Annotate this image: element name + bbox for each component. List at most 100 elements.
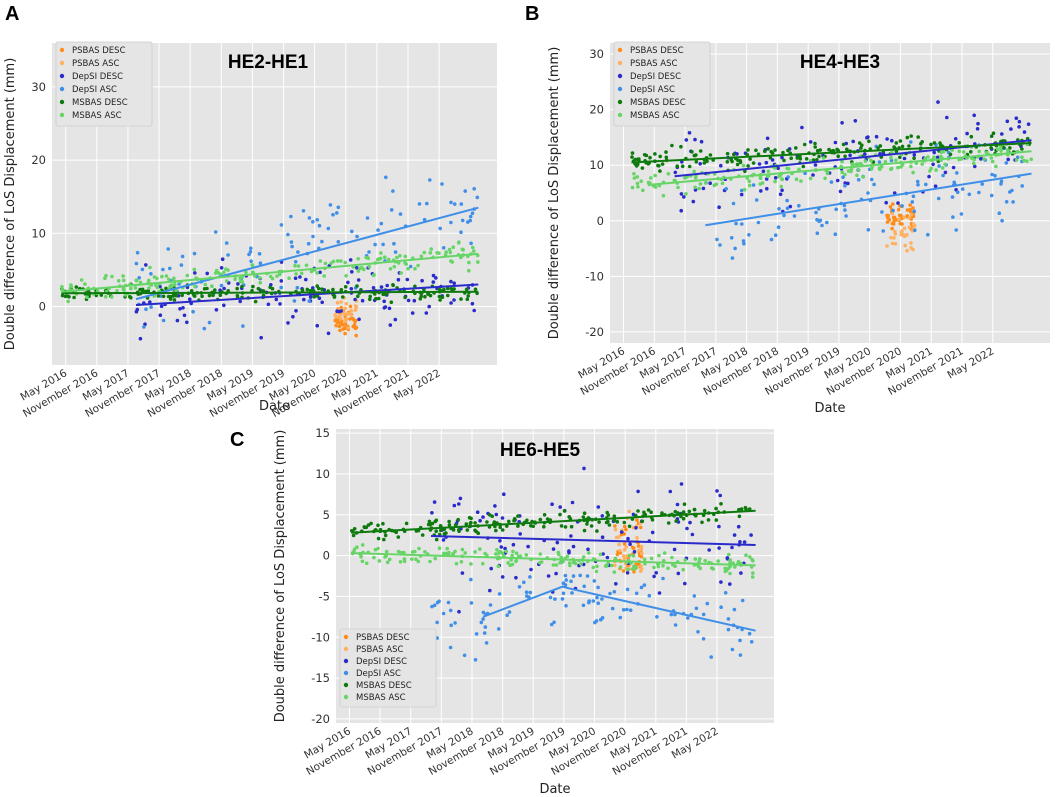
data-point [392, 264, 397, 269]
data-point [888, 205, 893, 209]
data-point [840, 121, 844, 125]
data-point [359, 554, 363, 559]
data-point [293, 260, 298, 264]
data-point [939, 143, 943, 147]
data-point [640, 166, 645, 170]
data-point [765, 136, 770, 141]
data-point [893, 232, 898, 236]
data-point [635, 175, 640, 179]
data-point [294, 272, 298, 276]
data-point [447, 519, 451, 524]
data-point [766, 147, 770, 151]
data-point [817, 154, 821, 159]
data-point [705, 159, 709, 163]
data-point [905, 208, 910, 212]
data-point [581, 555, 586, 559]
data-point [383, 255, 387, 259]
data-point [450, 288, 455, 292]
data-point [449, 200, 453, 205]
data-point [1009, 127, 1013, 131]
data-point [1022, 158, 1026, 163]
data-point [893, 242, 898, 246]
data-point [863, 152, 867, 156]
data-point [452, 281, 457, 286]
data-point [600, 514, 605, 518]
data-point [355, 234, 359, 239]
data-point [432, 500, 437, 504]
data-point [454, 561, 459, 566]
data-point [463, 189, 468, 193]
data-point [156, 294, 161, 298]
data-point [379, 285, 384, 289]
data-point [622, 548, 627, 552]
data-point [969, 150, 973, 154]
legend-marker [343, 634, 349, 640]
data-point [955, 171, 959, 175]
data-point [803, 171, 807, 175]
data-point [256, 286, 261, 291]
data-point [193, 284, 197, 289]
legend-marker [617, 60, 623, 66]
data-point [636, 162, 640, 167]
data-point [586, 547, 590, 552]
data-point [638, 569, 643, 573]
data-point [428, 251, 433, 255]
data-point [622, 524, 627, 529]
data-point [202, 287, 207, 291]
data-point [823, 176, 827, 181]
data-point [346, 280, 350, 285]
data-point [155, 285, 160, 290]
data-point [368, 294, 373, 299]
data-point [351, 533, 356, 538]
data-point [615, 520, 620, 524]
data-point [389, 300, 394, 305]
trend-line [61, 290, 479, 295]
data-point [468, 521, 473, 526]
data-point [350, 316, 355, 321]
data-point [708, 153, 713, 157]
y-tick-label: -5 [319, 589, 330, 603]
data-point [511, 549, 515, 554]
data-point [896, 207, 901, 212]
data-point [860, 143, 864, 147]
data-point [374, 296, 378, 301]
data-point [425, 201, 429, 206]
data-point [649, 176, 653, 180]
data-point [967, 192, 972, 197]
data-point [447, 550, 451, 555]
legend-entry: DepSI DESC [356, 657, 407, 667]
trend-line [351, 509, 756, 534]
data-point [422, 250, 427, 255]
data-point [731, 201, 736, 206]
data-point [168, 266, 172, 271]
data-point [296, 264, 301, 268]
data-point [457, 609, 461, 614]
data-point [298, 275, 302, 279]
data-point [687, 164, 692, 169]
data-point [726, 617, 731, 621]
data-point [997, 211, 1002, 215]
data-point [419, 254, 424, 259]
data-point [500, 516, 505, 520]
data-point [717, 546, 721, 550]
data-point [757, 162, 762, 166]
data-point [890, 221, 895, 226]
data-point [669, 612, 674, 617]
data-point [440, 182, 444, 186]
data-point [410, 311, 415, 315]
data-point [382, 306, 387, 310]
data-point [343, 260, 348, 265]
legend-entry: DepSI DESC [72, 72, 123, 82]
chart-title: HE2-HE1 [228, 52, 309, 73]
data-point [786, 175, 790, 179]
data-point [344, 274, 348, 278]
data-point [350, 229, 354, 234]
data-point [517, 585, 522, 589]
data-point [393, 317, 398, 322]
data-point [681, 567, 685, 572]
data-point [650, 530, 655, 535]
data-point [423, 550, 427, 554]
data-point [773, 176, 778, 180]
data-point [672, 547, 677, 552]
data-point [528, 590, 533, 595]
